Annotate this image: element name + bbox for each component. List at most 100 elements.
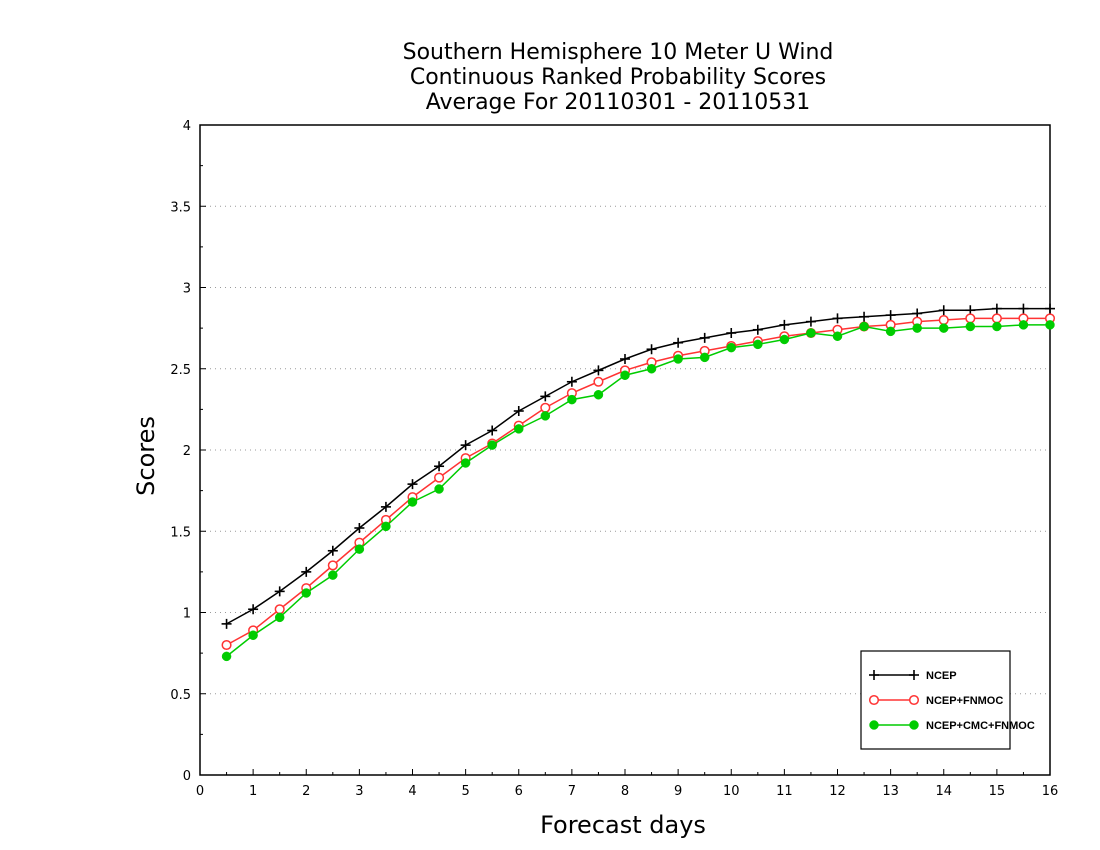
legend-marker [868,694,880,706]
x-tick-label: 6 [515,784,523,799]
legend-marker [909,720,919,730]
data-point [753,339,763,350]
data-point [620,354,630,364]
y-tick-label: 3 [183,282,191,297]
data-point [513,406,524,416]
data-point [620,370,630,380]
data-point [859,311,870,322]
data-point [673,354,683,364]
data-point [939,323,949,333]
data-point [514,424,524,434]
series-ncep-fnmoc [221,313,1056,651]
data-point [274,612,285,623]
legend-entry: NCEP+FNMOC [868,694,1003,707]
x-tick-label: 14 [935,784,952,799]
data-point [460,440,471,451]
data-point [221,651,232,662]
x-tick-label: 12 [829,784,846,799]
data-point [354,544,365,554]
data-point [885,310,896,321]
data-point [699,332,710,343]
data-point [938,314,949,326]
data-point [726,342,736,353]
data-point [912,323,922,333]
legend-label: NCEP [926,670,957,682]
data-point [673,337,684,348]
data-point [1045,320,1055,330]
data-point [434,472,445,483]
legend-entry: NCEP [869,670,957,682]
x-tick-label: 0 [196,784,204,799]
x-tick-label: 16 [1042,784,1059,799]
chart-title: Southern Hemisphere 10 Meter U WindConti… [403,40,834,115]
x-tick-label: 4 [408,784,416,799]
legend-marker [909,670,919,680]
data-point [965,321,976,332]
y-tick-label: 1 [183,607,191,622]
data-point [274,604,285,615]
data-point [752,324,763,335]
series-line [226,307,1050,625]
data-point [274,586,285,597]
data-point [327,545,338,556]
data-point [407,497,418,507]
x-tick-label: 8 [621,784,629,799]
data-point [301,566,312,577]
data-point [646,344,657,355]
data-point [859,321,869,332]
y-tick-label: 1.5 [170,525,191,540]
data-point [805,316,816,327]
x-tick-label: 13 [882,784,899,799]
data-point [328,570,338,580]
x-axis-title: Forecast days [540,811,706,839]
data-point [646,364,657,374]
data-point [460,458,471,468]
data-point [593,376,604,387]
x-tick-label: 1 [249,784,257,799]
data-point [248,604,259,615]
data-point [991,303,1002,314]
x-tick-label: 7 [568,784,576,799]
y-axis-title: Scores [132,416,160,496]
data-point [434,484,444,494]
data-point [991,313,1002,324]
data-point [992,321,1002,332]
y-tick-label: 4 [183,119,191,134]
x-axis: 0 1 2 3 4 5 6 7 8 9 10 11 12 13 14 15 16 [196,769,1058,799]
data-point [1045,303,1055,314]
data-point [540,391,551,402]
title-line-2: Continuous Ranked Probability Scores [410,65,826,90]
x-tick-label: 9 [674,784,682,799]
x-tick-label: 2 [302,784,310,799]
data-point [540,402,551,413]
data-point [567,394,577,405]
x-tick-label: 3 [355,784,363,799]
data-point [938,305,949,316]
legend-marker [869,720,879,730]
data-point [699,352,710,363]
data-point [965,313,976,324]
x-tick-label: 5 [461,784,469,799]
data-point [779,334,790,345]
data-point [380,501,391,512]
legend-entry: NCEP+CMC+FNMOC [869,720,1035,732]
x-tick-label: 11 [776,784,793,799]
title-line-3: Average For 20110301 - 20110531 [426,90,811,115]
data-point [779,319,790,330]
series-line [226,324,1050,657]
legend: NCEP NCEP+FNMOC NCEP+CMC+FNMOC [860,650,1035,750]
series-line [226,317,1050,646]
data-point [593,390,604,400]
data-point [540,411,551,421]
y-tick-label: 0.5 [170,688,191,703]
y-tick-label: 0 [183,769,191,784]
data-point [885,326,896,337]
legend-label: NCEP+CMC+FNMOC [926,720,1035,732]
series-ncep-cmc-fnmoc [221,320,1055,662]
y-tick-label: 3.5 [170,200,191,215]
horizontal-grid [200,205,1050,695]
data-point [1018,303,1029,314]
legend-marker [908,694,920,706]
data-point [806,328,816,338]
